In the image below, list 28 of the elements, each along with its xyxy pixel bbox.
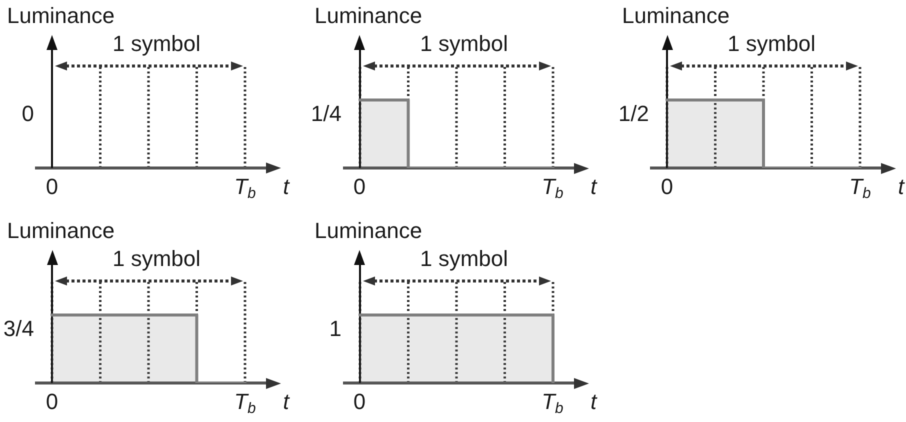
category-label: 0	[22, 101, 34, 126]
x-tick-label: T$_{b}$	[234, 389, 256, 417]
y-axis-title: Luminance	[622, 3, 730, 28]
text: 1 symbol	[112, 246, 201, 271]
text: 1 symbol	[727, 31, 816, 56]
y-axis-title: Luminance	[314, 3, 422, 28]
x-axis-title: t	[590, 389, 597, 414]
x-tick-label: T$_{b}$	[849, 174, 871, 202]
x-tick-label: T$_{b}$	[542, 389, 564, 417]
x-tick-label: T$_{b}$	[542, 174, 564, 202]
text: 1/2	[618, 101, 649, 126]
x-tick-label: 0	[46, 389, 58, 414]
x-axis-title: t	[898, 174, 904, 199]
x-axis-title: t	[283, 389, 290, 414]
text: 1 symbol	[112, 31, 201, 56]
x-tick-label: 0	[660, 174, 674, 199]
y-axis-title: Luminance	[7, 218, 115, 243]
text: 3/4	[3, 316, 34, 341]
text: 1 symbol	[420, 31, 508, 56]
x-axis-title: t	[590, 174, 597, 199]
text: 1/4	[310, 101, 342, 126]
y-axis-title: Luminance	[314, 218, 422, 243]
text: t	[283, 174, 290, 199]
text: Luminance	[7, 3, 115, 28]
x-tick-label: 0	[353, 389, 366, 414]
text: 1	[329, 316, 342, 341]
x-tick-label: 0	[353, 174, 366, 199]
text: 1 symbol	[420, 246, 508, 271]
